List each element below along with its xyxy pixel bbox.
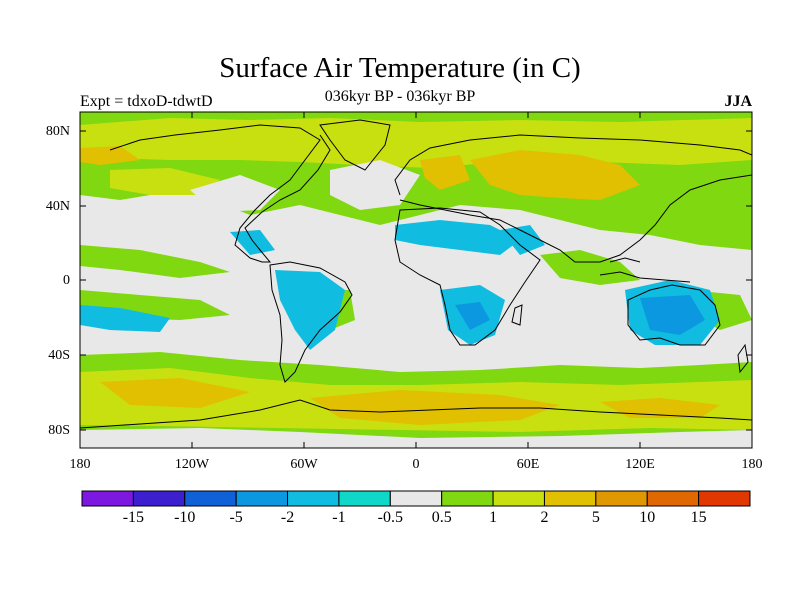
coast-antarctica xyxy=(80,399,752,429)
colorbar-swatch xyxy=(646,490,700,507)
coast-new-zealand xyxy=(737,343,749,374)
lon-label-60e: 60E xyxy=(516,457,540,472)
lat-label-0: 0 xyxy=(63,273,70,288)
colorbar-label: -2 xyxy=(280,509,295,526)
temperature-field xyxy=(80,112,752,448)
colorbar-label: -10 xyxy=(174,509,196,526)
lat-label-40n: 40N xyxy=(45,199,70,214)
field-npac-clear xyxy=(190,175,280,212)
field-indian-green xyxy=(540,250,640,285)
colorbar-swatch xyxy=(389,490,443,507)
field-australia-core xyxy=(640,295,705,335)
field-siberia-warm xyxy=(470,150,640,200)
map-subtitle: 036kyr BP - 036kyr BP xyxy=(324,88,476,105)
coast-australia xyxy=(627,284,721,346)
lon-label-120e: 120E xyxy=(625,457,655,472)
map-ticks xyxy=(79,112,753,448)
lon-label-0: 0 xyxy=(412,457,420,472)
field-southern-warm-east xyxy=(310,390,560,425)
experiment-label: Expt = tdxoD-tdwtD xyxy=(80,93,213,110)
colorbar-swatch xyxy=(235,490,289,507)
field-mexico-cool xyxy=(230,230,275,255)
coast-greenland xyxy=(319,119,391,171)
field-safrica-core xyxy=(455,302,490,330)
field-europe-warm xyxy=(420,155,470,190)
colorbar-swatch xyxy=(81,490,134,507)
coast-south-america xyxy=(269,261,353,383)
colorbar-swatch xyxy=(543,490,597,507)
field-arctic-yellow xyxy=(80,118,752,168)
colorbar-label: -15 xyxy=(122,509,145,526)
coast-indonesia xyxy=(599,257,691,283)
lon-label-180e: 180 xyxy=(741,457,763,472)
lat-label-80n: 80N xyxy=(45,124,70,139)
colorbar-swatch xyxy=(287,490,340,507)
colorbar xyxy=(81,490,751,507)
colorbar-label: 0.5 xyxy=(431,509,452,526)
field-antarctic-clear xyxy=(80,428,752,448)
colorbar-swatch xyxy=(132,490,186,507)
field-se-pac-cool xyxy=(80,305,170,332)
field-epac-green xyxy=(80,245,230,278)
field-npac-yellow xyxy=(110,168,220,195)
season-label: JJA xyxy=(724,93,752,110)
colorbar-label: 15 xyxy=(690,509,707,526)
lat-label-40s: 40S xyxy=(48,348,70,363)
colorbar-swatch xyxy=(441,490,494,507)
colorbar-label: -0.5 xyxy=(377,509,403,526)
colorbar-label: 2 xyxy=(540,509,549,526)
colorbar-swatch xyxy=(698,490,751,507)
colorbar-swatch xyxy=(492,490,545,507)
coast-africa xyxy=(394,207,541,346)
colorbar-label: 10 xyxy=(639,509,656,526)
coast-madagascar xyxy=(511,304,523,326)
colorbar-label: 5 xyxy=(591,509,600,526)
colorbar-label: -5 xyxy=(229,509,243,526)
field-atlantic-clear xyxy=(330,160,420,210)
field-nafrica-cool xyxy=(395,220,520,255)
colorbar-swatch xyxy=(595,490,648,507)
lat-label-80s: 80S xyxy=(48,423,70,438)
map-title: Surface Air Temperature (in C) xyxy=(219,52,581,84)
lon-label-120w: 120W xyxy=(174,457,210,472)
coast-north-america xyxy=(109,124,331,263)
colorbar-swatch xyxy=(338,490,391,507)
field-southern-warm-west xyxy=(100,378,250,408)
field-alaska-warm xyxy=(80,146,140,165)
lon-label-180w: 180 xyxy=(69,457,91,472)
lon-label-60w: 60W xyxy=(290,457,318,472)
field-arabia-cool xyxy=(500,225,545,255)
colorbar-swatch xyxy=(184,490,237,507)
coast-eurasia xyxy=(394,134,752,263)
colorbar-label: 1 xyxy=(489,509,498,526)
colorbar-label: -1 xyxy=(332,509,346,526)
coastlines xyxy=(80,119,752,429)
field-samerica-cool xyxy=(275,270,345,350)
